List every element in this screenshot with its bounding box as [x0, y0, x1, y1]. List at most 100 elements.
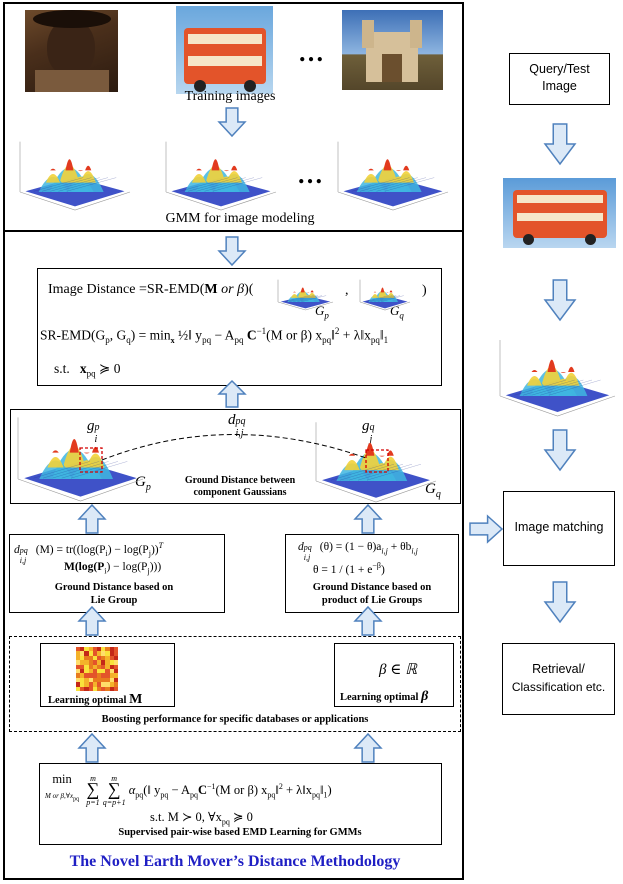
heatmap-cell [92, 686, 97, 691]
training-image-bus [176, 6, 273, 94]
heatmap-cell [97, 677, 102, 683]
gmm-surface-query [499, 340, 616, 417]
query-label-2: Image [542, 79, 577, 93]
constraint-formula: s.t. xpq ≽ 0 [54, 361, 121, 379]
heatmap-cell [76, 677, 81, 683]
lie-caption-1: Ground Distance based on [54, 582, 174, 593]
heatmap-cell [113, 677, 118, 683]
heatmap-cell [80, 664, 85, 669]
ground-distance-caption-1: Ground Distance between [184, 475, 296, 486]
heatmap-cell [88, 664, 93, 669]
heatmap-cell [109, 660, 114, 665]
lie-formula-line1: d pq i,j (M) = tr((log(Pi) − log(Pj))T [14, 541, 164, 565]
heatmap-cell [92, 673, 97, 678]
heatmap-cell [101, 660, 106, 665]
heatmap-cell [92, 682, 97, 687]
heatmap-cell [97, 660, 102, 665]
heatmap-cell [76, 651, 81, 656]
heatmap-cell [84, 651, 89, 656]
arrow-matching-to-retrieval [543, 581, 577, 624]
heatmap-cell [101, 664, 106, 669]
heatmap-cell [84, 677, 89, 683]
heatmap-cell [97, 647, 102, 652]
learning-M-label: Learning optimal M [48, 692, 143, 707]
heatmap-cell [80, 647, 85, 652]
heatmap-cell [109, 686, 114, 691]
arrow-lie-to-ground [77, 503, 107, 534]
heatmap-cell [97, 664, 102, 669]
supervised-objective: min M or β,∀xpq m ∑ p=1 m ∑ q=p+1 αpq(‖ … [45, 772, 332, 807]
query-label-1: Query/Test [529, 62, 590, 76]
lie-group-box [9, 534, 225, 613]
arrow-supervised-to-boost-left [77, 732, 107, 763]
product-caption-2: product of Lie Groups [321, 595, 423, 606]
gmm-surface-Gq [315, 422, 437, 503]
query-image-box [509, 53, 610, 105]
image-distance-formula: Image Distance =SR-EMD(M or β)( [48, 282, 254, 297]
training-image-woman [25, 10, 118, 92]
heatmap-cell [105, 686, 110, 691]
heatmap-cell [113, 647, 118, 652]
heatmap-cell [88, 647, 93, 652]
heatmap-cell [88, 677, 93, 683]
product-formula-line2: θ = 1 / (1 + e−β) [313, 561, 385, 576]
ellipsis-gmm: … [297, 160, 323, 189]
gmm-label: GMM for image modeling [165, 211, 315, 226]
heatmap-cell [113, 686, 118, 691]
heatmap-cell [109, 682, 114, 687]
heatmap-cell [84, 647, 89, 652]
heatmap-cell [109, 669, 114, 674]
gmm-surface-Gq-small [359, 279, 411, 311]
training-image-church [342, 10, 443, 90]
ground-distance-curve [101, 434, 367, 461]
heatmap-cell [76, 655, 81, 661]
arrow-boost-to-product [353, 605, 383, 636]
beta-domain-expr: β ∈ ℝ [379, 662, 417, 678]
heatmap-cell [101, 655, 106, 661]
heatmap-cell [113, 660, 118, 665]
label-dij: d pq i,j [228, 412, 246, 439]
heatmap-cell [92, 664, 97, 669]
supervised-learning-box [39, 763, 442, 845]
heatmap-cell [97, 669, 102, 674]
heatmap-cell [101, 669, 106, 674]
heatmap-cell [109, 677, 114, 683]
heatmap-cell [101, 682, 106, 687]
heatmap-cell [80, 677, 85, 683]
retrieval-label-1: Retrieval/ [532, 662, 585, 676]
heatmap-cell [84, 664, 89, 669]
boosting-caption: Boosting performance for specific databa… [101, 714, 369, 725]
heatmap-cell [84, 673, 89, 678]
heatmap-cell [105, 664, 110, 669]
arrow-gmm-to-matching [543, 429, 577, 472]
heatmap-cell [113, 669, 118, 674]
query-bus-image [503, 178, 616, 248]
heatmap-cell [97, 651, 102, 656]
image-matching-box [503, 491, 615, 566]
heatmap-cell [113, 664, 118, 669]
heatmap-cell [80, 686, 85, 691]
arrow-product-to-ground [353, 503, 383, 534]
heatmap-cell [92, 651, 97, 656]
heatmap-cell [80, 669, 85, 674]
arrow-boost-to-lie [77, 605, 107, 636]
learned-matrix-heatmap [76, 647, 118, 691]
heatmap-cell [92, 660, 97, 665]
heatmap-cell [109, 664, 114, 669]
learning-beta-label: Learning optimal β [340, 689, 429, 704]
heatmap-cell [105, 669, 110, 674]
heatmap-cell [109, 655, 114, 661]
ground-distance-caption-2: component Gaussians [193, 487, 287, 498]
heatmap-cell [76, 660, 81, 665]
lie-formula-line2: M(log(Pi) − log(Pj))) [64, 561, 162, 576]
formula-comma: , [345, 283, 349, 298]
heatmap-cell [80, 682, 85, 687]
arrow-gmm-to-distance [217, 236, 247, 267]
product-formula-line1: d pq i,j (θ) = (1 − θ)ai,j + θbi,j [298, 541, 418, 562]
heatmap-cell [84, 655, 89, 661]
arrow-method-to-matching [469, 514, 504, 544]
heatmap-cell [84, 669, 89, 674]
